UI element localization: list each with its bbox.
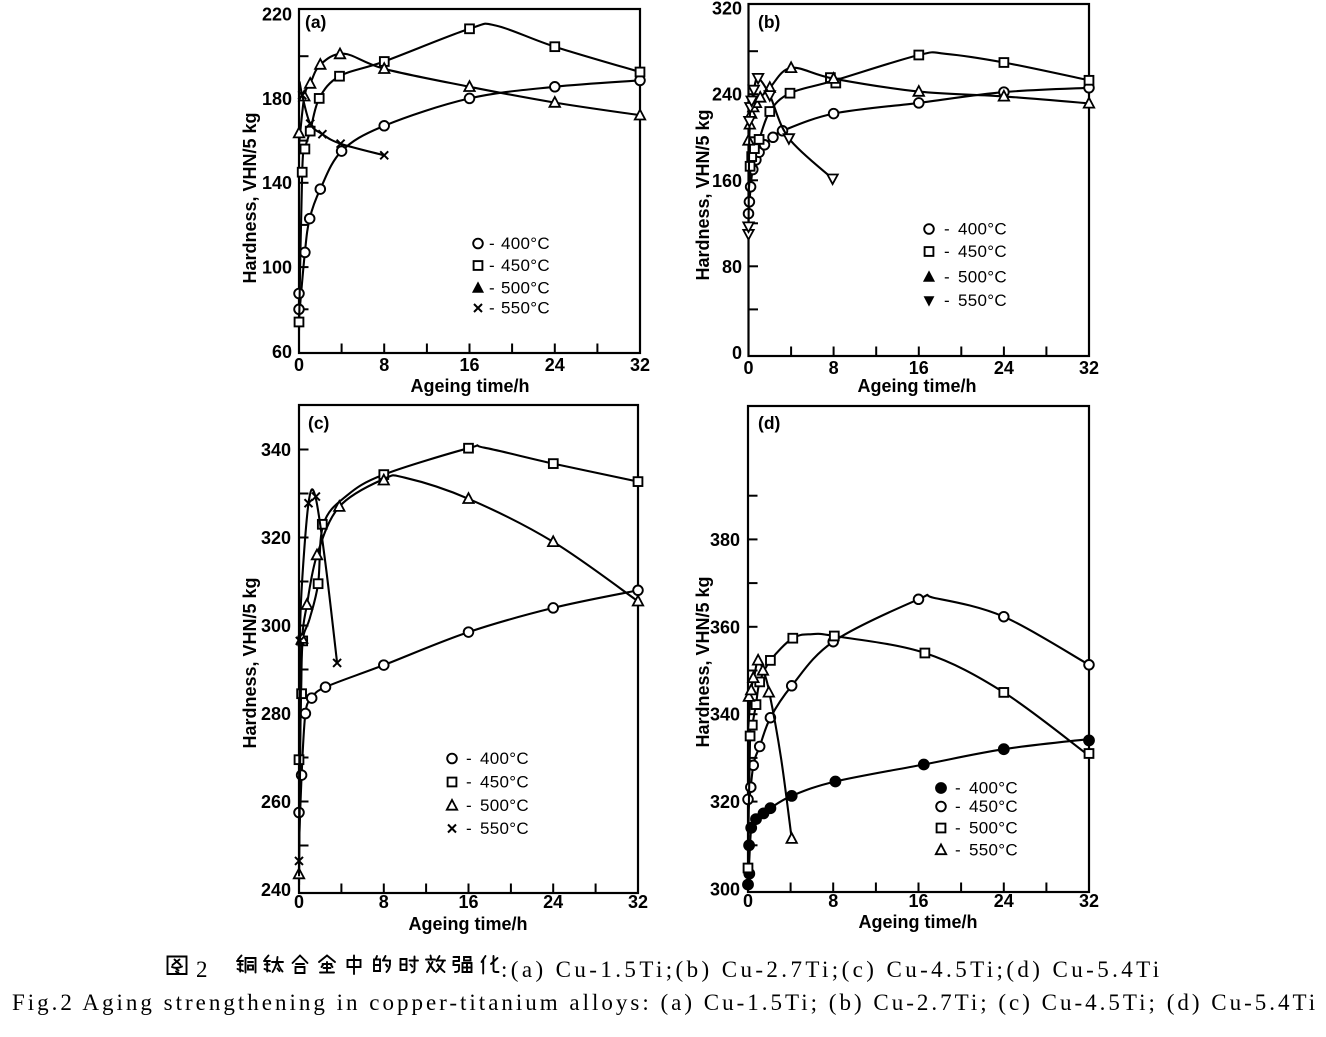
svg-text:-: -: [944, 242, 950, 261]
svg-text:280: 280: [261, 704, 291, 724]
svg-text:Fig.2 Aging strengthening in c: Fig.2 Aging strengthening in copper-tita…: [12, 990, 1318, 1015]
svg-text::(a) Cu-1.5Ti;(b) Cu-2.7Ti;(c): :(a) Cu-1.5Ti;(b) Cu-2.7Ti;(c) Cu-4.5Ti;…: [501, 957, 1163, 982]
svg-text:400°C: 400°C: [969, 779, 1018, 798]
svg-text:340: 340: [261, 440, 291, 460]
svg-text:-: -: [955, 779, 961, 798]
svg-text:(c): (c): [308, 413, 329, 433]
svg-text:360: 360: [710, 617, 740, 637]
svg-text:500°C: 500°C: [480, 796, 529, 815]
svg-text:160: 160: [712, 171, 742, 191]
svg-text:Hardness, VHN/5 kg: Hardness, VHN/5 kg: [240, 577, 260, 748]
svg-text:24: 24: [545, 355, 565, 375]
svg-text:-: -: [955, 841, 961, 860]
svg-text:340: 340: [710, 705, 740, 725]
svg-text:240: 240: [712, 85, 742, 105]
svg-text:-: -: [944, 220, 950, 239]
svg-text:500°C: 500°C: [969, 819, 1018, 838]
svg-text:-: -: [466, 819, 472, 838]
svg-text:-: -: [944, 268, 950, 287]
svg-text:0: 0: [294, 892, 304, 912]
svg-text:500°C: 500°C: [958, 268, 1007, 287]
svg-text:Hardness, VHN/5 kg: Hardness, VHN/5 kg: [693, 576, 713, 747]
svg-text:0: 0: [294, 355, 304, 375]
svg-text:32: 32: [630, 355, 650, 375]
svg-text:(b): (b): [758, 12, 780, 32]
svg-text:-: -: [944, 291, 950, 310]
svg-text:300: 300: [261, 616, 291, 636]
svg-text:140: 140: [262, 173, 292, 193]
svg-text:380: 380: [710, 530, 740, 550]
svg-text:550°C: 550°C: [969, 841, 1018, 860]
svg-text:80: 80: [722, 257, 742, 277]
svg-text:32: 32: [1079, 891, 1099, 911]
svg-text:(d): (d): [758, 413, 780, 433]
svg-text:32: 32: [628, 892, 648, 912]
svg-text:16: 16: [458, 892, 478, 912]
svg-text:-: -: [466, 796, 472, 815]
svg-text:16: 16: [459, 355, 479, 375]
svg-text:220: 220: [262, 5, 292, 25]
svg-text:8: 8: [829, 358, 839, 378]
svg-text:Ageing time/h: Ageing time/h: [858, 912, 977, 932]
svg-text:24: 24: [994, 358, 1014, 378]
svg-text:Ageing time/h: Ageing time/h: [408, 914, 527, 934]
svg-text:-: -: [489, 299, 495, 318]
svg-text:450°C: 450°C: [480, 773, 529, 792]
svg-text:100: 100: [262, 258, 292, 278]
svg-text:0: 0: [743, 358, 753, 378]
svg-text:450°C: 450°C: [969, 797, 1018, 816]
svg-text:Hardness, VHN/5 kg: Hardness, VHN/5 kg: [693, 109, 713, 280]
svg-text:320: 320: [710, 792, 740, 812]
svg-text:450°C: 450°C: [501, 256, 550, 275]
svg-text:180: 180: [262, 89, 292, 109]
svg-text:400°C: 400°C: [501, 234, 550, 253]
svg-text:400°C: 400°C: [958, 220, 1007, 239]
svg-text:-: -: [955, 819, 961, 838]
svg-text:Hardness, VHN/5 kg: Hardness, VHN/5 kg: [240, 112, 260, 283]
svg-text:60: 60: [272, 342, 292, 362]
svg-text:300: 300: [710, 880, 740, 900]
svg-text:24: 24: [543, 892, 563, 912]
svg-text:8: 8: [828, 891, 838, 911]
svg-text:240: 240: [261, 880, 291, 900]
svg-text:0: 0: [732, 343, 742, 363]
svg-text:16: 16: [908, 891, 928, 911]
svg-text:2: 2: [196, 957, 208, 982]
svg-text:16: 16: [909, 358, 929, 378]
svg-text:320: 320: [712, 0, 742, 19]
svg-text:8: 8: [379, 355, 389, 375]
svg-text:8: 8: [379, 892, 389, 912]
svg-text:260: 260: [261, 792, 291, 812]
svg-text:320: 320: [261, 528, 291, 548]
svg-text:Ageing time/h: Ageing time/h: [410, 376, 529, 396]
svg-text:-: -: [466, 773, 472, 792]
svg-text:32: 32: [1079, 358, 1099, 378]
svg-text:450°C: 450°C: [958, 242, 1007, 261]
svg-text:-: -: [489, 234, 495, 253]
svg-text:550°C: 550°C: [958, 291, 1007, 310]
svg-text:Ageing time/h: Ageing time/h: [857, 376, 976, 396]
svg-text:400°C: 400°C: [480, 749, 529, 768]
svg-text:-: -: [466, 749, 472, 768]
svg-text:0: 0: [743, 891, 753, 911]
svg-text:550°C: 550°C: [501, 299, 550, 318]
svg-text:-: -: [955, 797, 961, 816]
svg-text:550°C: 550°C: [480, 819, 529, 838]
svg-text:-: -: [489, 279, 495, 298]
svg-text:(a): (a): [305, 12, 326, 32]
svg-text:500°C: 500°C: [501, 279, 550, 298]
svg-text:-: -: [489, 256, 495, 275]
svg-text:24: 24: [994, 891, 1014, 911]
